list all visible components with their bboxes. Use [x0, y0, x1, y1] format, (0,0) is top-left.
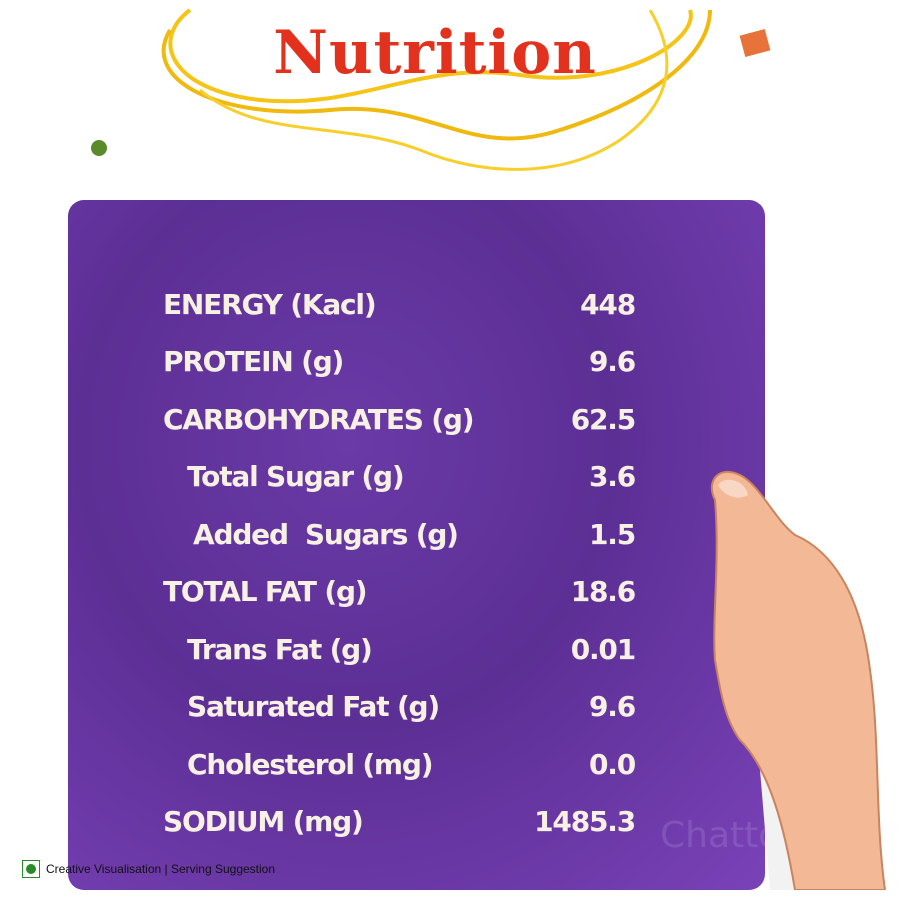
- footer-note: Creative Visualisation | Serving Suggest…: [46, 862, 276, 876]
- value: 0.0: [588, 748, 636, 781]
- row: CARBOHYDRATES (g) 62.5: [68, 395, 765, 445]
- row: ENERGY (Kacl) 448: [68, 280, 765, 330]
- row: Cholesterol (mg) 0.0: [68, 740, 765, 790]
- decoration: [91, 8, 771, 171]
- label: Trans Fat (g): [187, 633, 373, 666]
- label: Added Sugars (g): [193, 518, 459, 551]
- value: 9.6: [588, 690, 636, 723]
- row: TOTAL FAT (g) 18.6: [68, 567, 765, 617]
- label: PROTEIN (g): [163, 345, 344, 378]
- value: 62.5: [570, 403, 637, 436]
- value: 9.6: [588, 345, 636, 378]
- label: CARBOHYDRATES (g): [163, 403, 475, 436]
- row: Trans Fat (g) 0.01: [68, 625, 765, 675]
- value: 1.5: [588, 518, 636, 551]
- footer: Creative Visualisation | Serving Suggest…: [22, 860, 275, 878]
- label: ENERGY (Kacl): [163, 288, 377, 321]
- hand-illustration: [710, 470, 887, 890]
- row: Total Sugar (g) 3.6: [68, 452, 765, 502]
- value: 18.6: [570, 575, 637, 608]
- label: Cholesterol (mg): [187, 748, 434, 781]
- value: 0.01: [570, 633, 637, 666]
- value: 1485.3: [534, 805, 636, 838]
- label: SODIUM (mg): [163, 805, 364, 838]
- label: Total Sugar (g): [187, 460, 405, 493]
- title: Nutrition: [273, 18, 597, 88]
- row: Saturated Fat (g) 9.6: [68, 682, 765, 732]
- row: PROTEIN (g) 9.6: [68, 337, 765, 387]
- nutrition-panel: ENERGY (Kacl) 448 PROTEIN (g) 9.6 CARBOHYD…: [68, 200, 765, 890]
- row: Added Sugars (g) 1.5: [68, 510, 765, 560]
- value: 3.6: [588, 460, 636, 493]
- row: SODIUM (mg) 1485.3: [68, 797, 765, 847]
- label: TOTAL FAT (g): [163, 575, 368, 608]
- label: Saturated Fat (g): [187, 690, 440, 723]
- veg-icon: [22, 860, 40, 878]
- value: 448: [580, 288, 636, 321]
